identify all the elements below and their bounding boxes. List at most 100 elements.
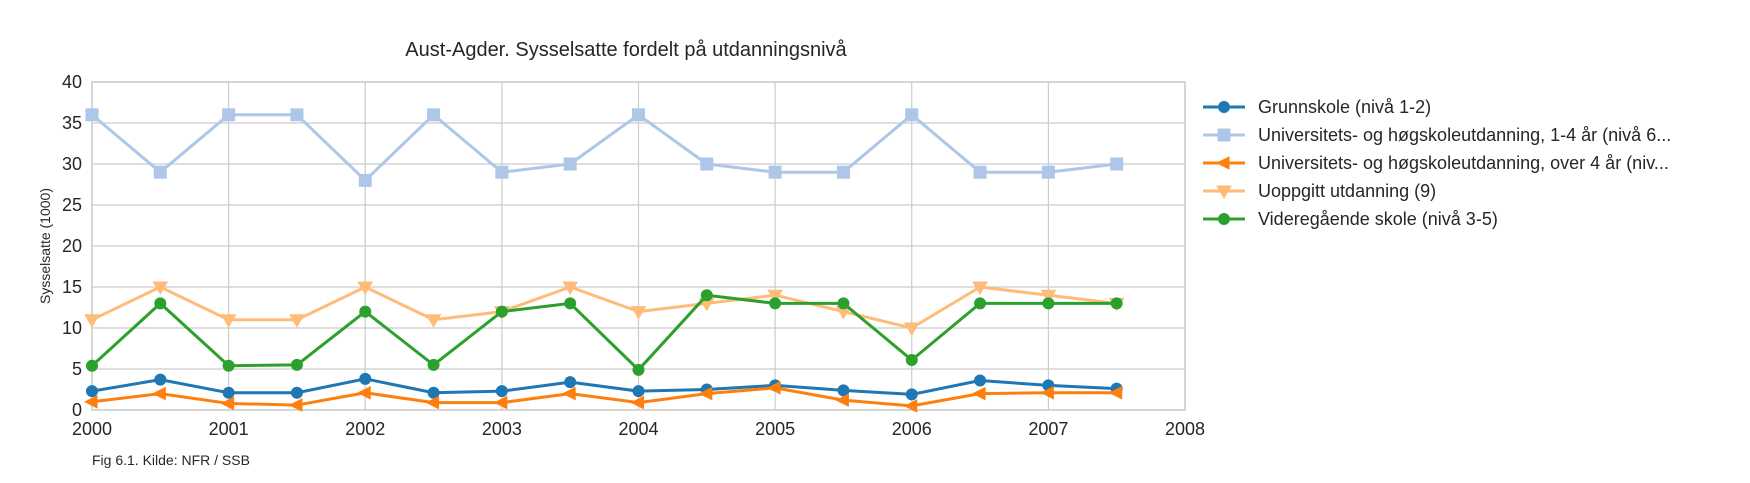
data-point — [698, 386, 713, 401]
data-point — [427, 358, 440, 371]
y-tick-label: 5 — [72, 359, 82, 379]
legend: Grunnskole (nivå 1-2) Universitets- og hø… — [1203, 97, 1671, 229]
data-point — [835, 393, 849, 407]
data-point — [358, 173, 372, 187]
data-point — [630, 306, 647, 320]
x-tick-label: 2005 — [755, 419, 795, 439]
plot-area — [91, 81, 1186, 411]
data-point — [290, 386, 303, 399]
series-1 — [85, 108, 1124, 187]
data-point — [971, 386, 986, 401]
data-point — [974, 374, 987, 387]
y-tick-label: 25 — [62, 195, 82, 215]
data-point — [359, 305, 372, 318]
legend-item: Uoppgitt utdanning (9) — [1203, 181, 1436, 201]
y-tick-label: 0 — [72, 400, 82, 420]
legend-swatch-marker — [1218, 213, 1230, 225]
data-point — [1108, 385, 1123, 400]
data-point — [767, 381, 781, 395]
data-point — [290, 358, 303, 371]
x-tick-label: 2008 — [1165, 419, 1205, 439]
data-point — [357, 281, 374, 295]
series-line — [91, 285, 1117, 330]
x-tick-label: 2006 — [892, 419, 932, 439]
data-point — [220, 396, 235, 411]
data-point — [564, 376, 577, 389]
data-point — [630, 395, 644, 410]
data-point — [425, 314, 442, 328]
data-point — [632, 385, 645, 398]
chart-title: Aust-Agder. Sysselsatte fordelt på utdan… — [405, 39, 847, 61]
data-point — [289, 314, 305, 328]
series-line — [91, 377, 1117, 396]
y-axis-ticks: 0 5 10 15 20 25 30 35 40 — [62, 72, 82, 420]
data-point — [220, 314, 237, 328]
series-2 — [83, 381, 1123, 413]
data-point — [562, 281, 579, 295]
data-point — [288, 398, 303, 412]
chart-caption: Fig 6.1. Kilde: NFR / SSB — [92, 452, 250, 468]
series-line — [90, 293, 1117, 372]
data-point — [495, 385, 508, 398]
data-point — [1110, 297, 1123, 310]
data-point — [427, 108, 441, 122]
data-point — [152, 281, 169, 295]
legend-item: Videregående skole (nivå 3-5) — [1203, 209, 1498, 229]
x-tick-label: 2000 — [72, 419, 112, 439]
data-point — [290, 108, 304, 122]
data-point — [493, 395, 508, 410]
data-point — [425, 395, 440, 410]
data-point — [153, 165, 167, 179]
series-3 — [84, 281, 1125, 336]
grid-lines — [91, 81, 1186, 411]
data-point — [84, 314, 100, 328]
data-point — [83, 394, 98, 409]
x-tick-label: 2003 — [482, 419, 522, 439]
data-point — [837, 297, 850, 310]
y-tick-label: 30 — [62, 154, 82, 174]
data-point — [1041, 165, 1055, 179]
legend-label: Uoppgitt utdanning (9) — [1258, 181, 1436, 201]
data-point — [86, 385, 98, 398]
data-point — [767, 289, 783, 304]
data-point — [564, 297, 577, 310]
data-point — [427, 386, 440, 399]
y-axis-label: Sysselsatte (1000) — [37, 188, 53, 304]
data-point — [562, 386, 576, 401]
data-point — [905, 388, 918, 401]
data-point — [903, 322, 920, 336]
y-tick-label: 35 — [62, 113, 82, 133]
legend-swatch-marker — [1217, 128, 1231, 142]
x-tick-label: 2001 — [209, 419, 249, 439]
y-tick-label: 40 — [62, 72, 82, 92]
data-point — [222, 359, 235, 372]
data-point — [222, 386, 235, 399]
data-point — [1110, 157, 1124, 171]
data-point — [1042, 297, 1055, 310]
data-point — [563, 157, 577, 171]
data-point — [495, 165, 509, 179]
data-point — [837, 384, 850, 397]
legend-item: Universitets- og høgskoleutdanning, 1-4 … — [1203, 125, 1671, 145]
data-point — [632, 363, 645, 376]
data-point — [152, 386, 166, 401]
series-line — [91, 386, 1117, 408]
data-point — [1040, 289, 1057, 304]
data-point — [905, 108, 919, 122]
data-point — [903, 399, 918, 413]
data-point — [700, 289, 713, 302]
series-4 — [86, 289, 1123, 376]
x-axis-ticks: 2000 2001 2002 2003 2004 2005 2006 2007 2008 — [72, 419, 1205, 439]
data-point — [632, 108, 645, 122]
data-point — [836, 165, 850, 179]
data-point — [154, 297, 167, 310]
y-tick-label: 20 — [62, 236, 82, 256]
legend-label: Grunnskole (nivå 1-2) — [1258, 97, 1431, 117]
y-tick-label: 10 — [62, 318, 82, 338]
series-layer — [83, 108, 1125, 413]
data-point — [357, 385, 371, 400]
data-point — [154, 373, 167, 386]
y-tick-label: 15 — [62, 277, 82, 297]
x-tick-label: 2004 — [618, 419, 658, 439]
